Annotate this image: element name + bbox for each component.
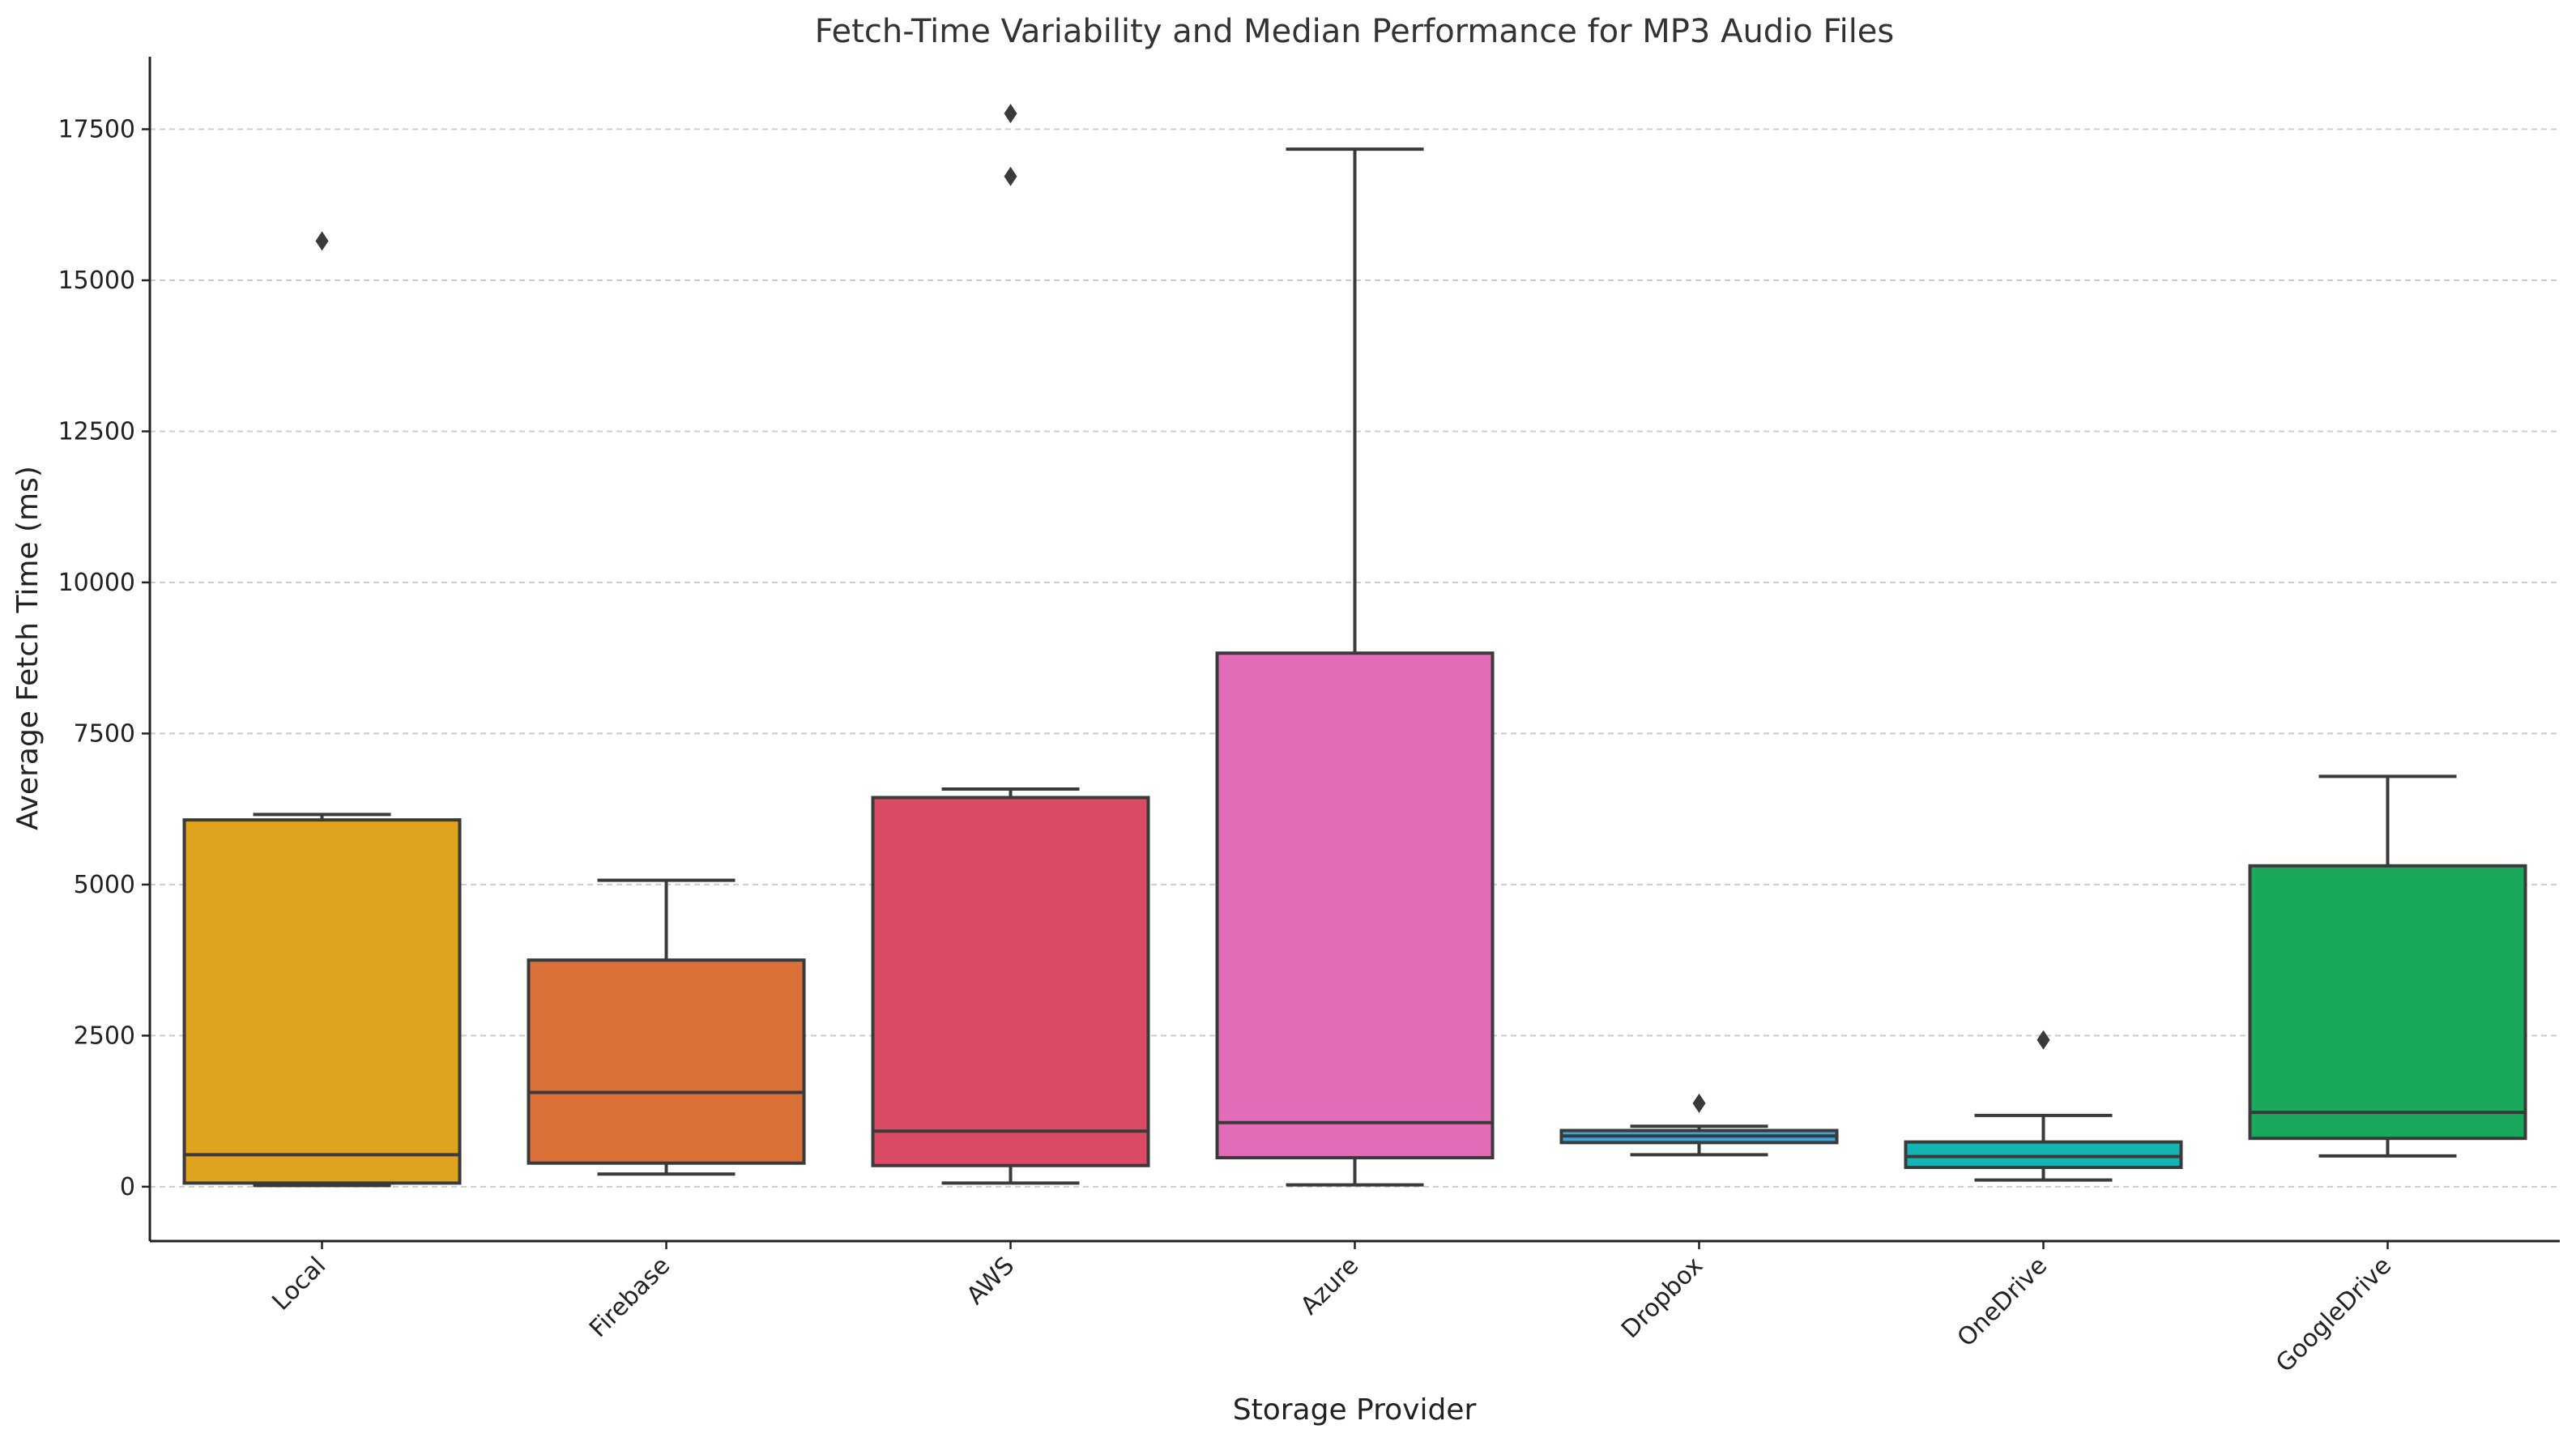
- box-group-aws: [871, 104, 1150, 1185]
- outlier-local-0: [315, 231, 329, 251]
- y-tick-label-15000: 15000: [58, 267, 135, 295]
- box-onedrive: [1904, 1140, 2183, 1169]
- x-tick-label-onedrive: OneDrive: [1952, 1252, 2054, 1353]
- x-axis-label: Storage Provider: [1233, 1393, 1477, 1427]
- chart-title: Fetch-Time Variability and Median Perfor…: [815, 13, 1895, 50]
- y-axis-label: Average Fetch Time (ms): [11, 466, 45, 830]
- y-tick-label-7500: 7500: [74, 719, 135, 748]
- box-group-local: [182, 231, 462, 1188]
- box-group-onedrive: [1904, 1030, 2183, 1182]
- x-ticks: Local Firebase AWS Azure Dropbox OneDrive Goog…: [267, 1241, 2397, 1378]
- y-tick-label-0: 0: [120, 1173, 135, 1201]
- box-group-dropbox: [1559, 1093, 1839, 1157]
- y-tick-label-2500: 2500: [74, 1022, 135, 1050]
- x-tick-label-googledrive: GoogleDrive: [2271, 1252, 2397, 1378]
- y-tick-label-10000: 10000: [58, 569, 135, 597]
- box-azure: [1215, 651, 1495, 1160]
- x-tick-label-dropbox: Dropbox: [1616, 1252, 1708, 1344]
- outlier-aws-1: [1004, 104, 1017, 124]
- box-group-googledrive: [2248, 774, 2527, 1158]
- box-firebase: [527, 958, 806, 1165]
- y-ticks: 0 2500 5000 7500 10000 12500 15000 17500: [58, 116, 150, 1201]
- outlier-dropbox-0: [1692, 1093, 1706, 1113]
- box-group-firebase: [527, 878, 806, 1176]
- y-tick-label-5000: 5000: [74, 871, 135, 899]
- y-tick-label-12500: 12500: [58, 417, 135, 446]
- box-aws: [871, 796, 1150, 1167]
- y-tick-label-17500: 17500: [58, 116, 135, 144]
- x-tick-label-firebase: Firebase: [584, 1252, 676, 1343]
- box-group-azure: [1215, 147, 1495, 1187]
- boxes-layer: [182, 104, 2527, 1188]
- x-tick-label-local: Local: [267, 1252, 331, 1316]
- x-tick-label-azure: Azure: [1295, 1252, 1364, 1320]
- box-googledrive: [2248, 864, 2527, 1141]
- x-tick-label-aws: AWS: [962, 1252, 1021, 1311]
- outlier-aws-0: [1004, 166, 1017, 186]
- outlier-onedrive-0: [2036, 1030, 2050, 1050]
- box-local: [182, 818, 462, 1185]
